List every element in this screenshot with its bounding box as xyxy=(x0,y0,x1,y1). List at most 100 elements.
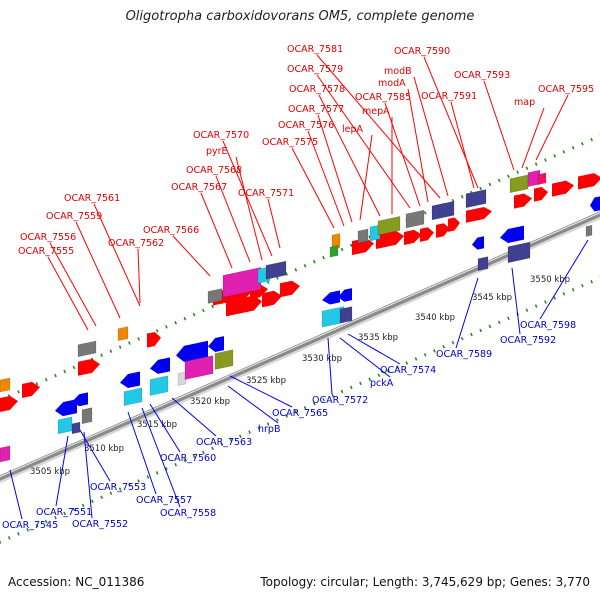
gene-box-61 xyxy=(507,241,531,264)
reverse-gene-label: OCAR_7598 xyxy=(520,320,576,331)
forward-gene-label: OCAR_7593 xyxy=(454,70,510,81)
forward-gene-label: OCAR_7581 xyxy=(287,44,343,55)
forward-gene-label: OCAR_7590 xyxy=(394,46,450,57)
forward-gene-arrow-16 xyxy=(514,193,532,209)
reverse-gene-arrow-40 xyxy=(120,371,140,388)
reverse-label-leader xyxy=(327,337,333,395)
forward-gene-label: OCAR_7566 xyxy=(143,225,199,236)
forward-gene-label: OCAR_7575 xyxy=(262,137,318,148)
reverse-label-leader xyxy=(149,403,181,453)
reverse-gene-arrow-48 xyxy=(590,196,600,212)
forward-label-leader xyxy=(317,114,353,223)
forward-label-leader xyxy=(318,94,381,217)
forward-label-leader xyxy=(316,74,411,209)
forward-gene-arrow-6 xyxy=(280,280,300,298)
forward-label-leader xyxy=(535,94,569,161)
forward-gene-label: OCAR_7568 xyxy=(186,165,242,176)
gene-box-37 xyxy=(537,172,547,185)
reverse-gene-arrow-38 xyxy=(55,399,77,417)
kbp-tick-label: 3530 kbp xyxy=(302,354,342,364)
gene-box-62 xyxy=(585,224,593,237)
reverse-gene-label: OCAR_7545 xyxy=(2,520,58,531)
reverse-label-leader xyxy=(511,267,521,335)
forward-gene-arrow-15 xyxy=(466,206,492,223)
gene-box-28 xyxy=(329,245,339,258)
gene-box-33 xyxy=(431,200,455,221)
forward-label-leader xyxy=(316,54,441,199)
gene-box-49 xyxy=(0,445,11,463)
genome-summary-text: Topology: circular; Length: 3,745,629 bp… xyxy=(260,575,590,589)
forward-label-leader xyxy=(521,107,545,169)
reverse-gene-label: OCAR_7589 xyxy=(436,349,492,360)
forward-gene-label: OCAR_7576 xyxy=(278,120,334,131)
genome-backbone xyxy=(0,211,600,481)
kbp-tick-label: 3515 kbp xyxy=(137,420,177,430)
gene-box-56 xyxy=(184,355,214,380)
forward-gene-arrow-0 xyxy=(0,395,18,412)
forward-label-leader xyxy=(75,221,121,319)
gene-box-24 xyxy=(117,326,129,342)
backbone-highlight xyxy=(0,212,600,478)
forward-label-leader xyxy=(172,235,211,277)
forward-gene-label: OCAR_7562 xyxy=(108,238,164,249)
kbp-tick-label: 3535 kbp xyxy=(358,333,398,343)
forward-label-leader xyxy=(291,147,335,229)
forward-gene-arrow-14 xyxy=(448,217,460,232)
forward-gene-label: OCAR_7591 xyxy=(421,91,477,102)
forward-gene-label: OCAR_7570 xyxy=(193,130,249,141)
reverse-gene-label: hrpB xyxy=(258,424,280,435)
gene-box-53 xyxy=(123,387,143,406)
kbp-tick-label: 3505 kbp xyxy=(30,467,70,477)
reverse-gene-arrow-42 xyxy=(176,340,208,362)
reverse-gene-label: pckA xyxy=(370,378,394,389)
reverse-gene-label: OCAR_7557 xyxy=(136,495,192,506)
kbp-tick-label: 3550 kbp xyxy=(530,275,570,285)
gene-box-59 xyxy=(339,306,353,324)
reverse-label-leader xyxy=(127,411,157,495)
forward-gene-arrow-9 xyxy=(352,238,374,256)
reverse-gene-label: OCAR_7574 xyxy=(380,365,436,376)
reverse-gene-arrow-44 xyxy=(322,290,340,305)
forward-gene-label: OCAR_7559 xyxy=(46,211,102,222)
reverse-label-leader xyxy=(171,397,217,437)
gene-box-32 xyxy=(405,209,425,229)
forward-gene-label: pyrE xyxy=(206,146,228,157)
reverse-label-leader xyxy=(55,435,69,507)
reverse-gene-arrow-43 xyxy=(208,336,224,352)
forward-label-leader xyxy=(222,140,273,257)
forward-label-leader xyxy=(307,130,345,227)
forward-label-leader xyxy=(407,88,429,203)
gene-box-29 xyxy=(357,228,369,244)
reverse-label-leader xyxy=(227,385,279,424)
forward-gene-label: OCAR_7579 xyxy=(287,64,343,75)
forward-label-leader xyxy=(137,248,141,304)
gene-box-54 xyxy=(149,375,169,396)
forward-label-leader xyxy=(200,192,233,269)
reverse-gene-arrow-45 xyxy=(338,288,352,302)
forward-gene-label: OCAR_7585 xyxy=(355,92,411,103)
gene-box-57 xyxy=(214,349,234,370)
forward-gene-label: modB xyxy=(384,66,412,77)
forward-gene-arrow-18 xyxy=(552,180,574,197)
forward-gene-label: map xyxy=(514,97,535,108)
forward-gene-arrow-1 xyxy=(22,381,40,398)
forward-gene-arrow-10 xyxy=(376,230,404,250)
forward-gene-arrow-12 xyxy=(420,227,434,242)
reverse-label-leader xyxy=(83,431,93,519)
reverse-gene-label: OCAR_7552 xyxy=(72,519,128,530)
forward-label-leader xyxy=(423,56,479,189)
reverse-label-leader xyxy=(229,375,293,408)
forward-gene-label: OCAR_7577 xyxy=(288,104,344,115)
forward-gene-label: modA xyxy=(378,78,406,89)
forward-label-leader xyxy=(267,198,281,249)
map-title: Oligotropha carboxidovorans OM5, complet… xyxy=(125,9,475,24)
reverse-label-leader xyxy=(347,333,401,365)
forward-gene-label: OCAR_7556 xyxy=(20,232,76,243)
reverse-gene-arrow-39 xyxy=(72,392,88,407)
gene-box-51 xyxy=(71,421,81,435)
forward-gene-label: OCAR_7578 xyxy=(289,84,345,95)
reverse-gene-label: OCAR_7551 xyxy=(36,507,92,518)
reverse-label-leader xyxy=(141,407,181,508)
forward-gene-label: OCAR_7595 xyxy=(538,84,594,95)
